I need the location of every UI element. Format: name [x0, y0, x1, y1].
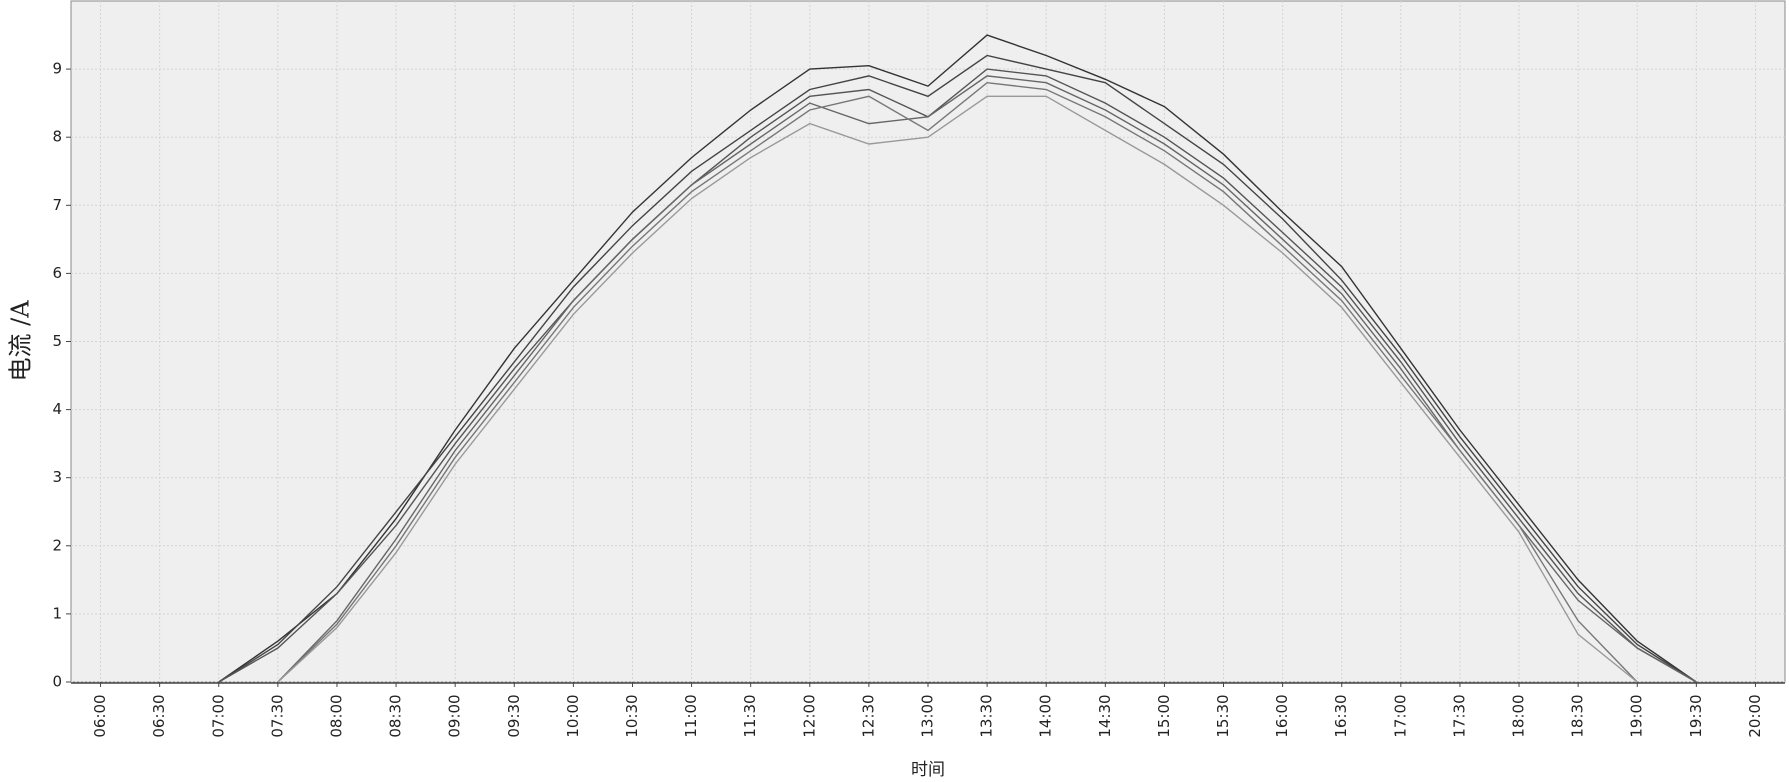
x-tick-label: 19:30 [1687, 694, 1705, 737]
series-line [218, 34, 1697, 683]
x-tick-label: 09:30 [505, 694, 523, 737]
x-tick-label: 16:30 [1332, 694, 1350, 737]
x-tick-label: 16:00 [1273, 694, 1291, 737]
series-line [277, 95, 1638, 683]
x-tick-label: 10:30 [623, 694, 641, 737]
x-tick-label: 11:00 [682, 694, 700, 737]
y-tick-label: 0 [52, 673, 62, 691]
x-tick-label: 19:00 [1628, 694, 1646, 737]
x-tick-label: 18:30 [1569, 694, 1587, 737]
x-tick-label: 08:30 [387, 694, 405, 737]
x-tick-label: 12:00 [800, 694, 818, 737]
x-tick-label: 20:00 [1746, 694, 1764, 737]
x-tick-label: 14:00 [1037, 694, 1055, 737]
x-tick-label: 09:00 [446, 694, 464, 737]
y-axis-label: 电流 /A [7, 300, 35, 382]
x-tick-label: 15:30 [1214, 694, 1232, 737]
y-tick-label: 6 [52, 264, 62, 282]
x-tick-label: 11:30 [741, 694, 759, 737]
series-line [277, 81, 1638, 683]
y-tick-label: 8 [52, 128, 62, 146]
x-tick-label: 06:30 [150, 694, 168, 737]
x-tick-label: 07:00 [209, 694, 227, 737]
x-tick-label: 13:30 [978, 694, 996, 737]
y-tick-label: 9 [52, 60, 62, 78]
y-tick-label: 1 [52, 604, 62, 622]
x-tick-label: 10:00 [564, 694, 582, 737]
y-tick-label: 2 [52, 536, 62, 554]
x-tick-label: 08:00 [327, 694, 345, 737]
x-tick-label: 13:00 [919, 694, 937, 737]
x-tick-label: 18:00 [1510, 694, 1528, 737]
y-tick-label: 5 [52, 332, 62, 350]
series-line [218, 54, 1697, 683]
x-tick-label: 17:00 [1391, 694, 1409, 737]
y-tick-label: 4 [52, 400, 62, 418]
series-line [218, 68, 1697, 683]
x-tick-label: 17:30 [1450, 694, 1468, 737]
y-tick-label: 7 [52, 196, 62, 214]
x-tick-label: 12:30 [859, 694, 877, 737]
x-tick-label: 07:30 [268, 694, 286, 737]
x-tick-label: 15:00 [1155, 694, 1173, 737]
y-tick-label: 3 [52, 468, 62, 486]
x-axis-label: 时间 [911, 760, 945, 780]
x-tick-label: 14:30 [1096, 694, 1114, 737]
x-tick-label: 06:00 [91, 694, 109, 737]
